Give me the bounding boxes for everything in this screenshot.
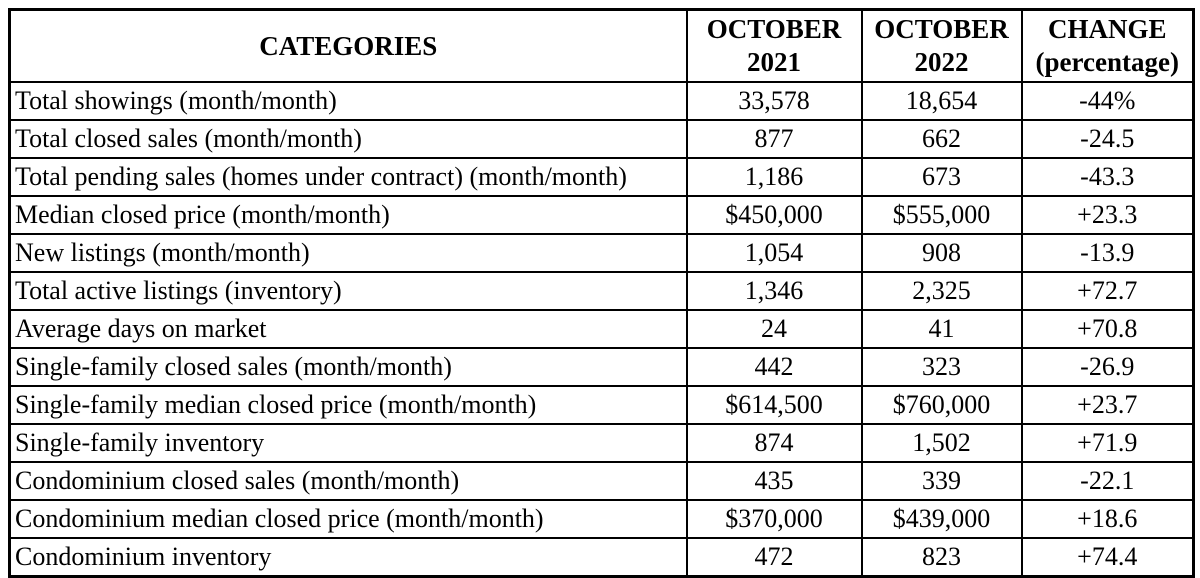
cell-oct2022: 662	[860, 119, 1023, 159]
cell-change: +72.7	[1020, 271, 1195, 311]
cell-oct2021: 874	[685, 423, 863, 463]
cell-change: +23.3	[1020, 195, 1195, 235]
cell-oct2022: 2,325	[860, 271, 1023, 311]
table-row: Condominium closed sales (month/month) 4…	[8, 461, 1195, 501]
cell-change: -24.5	[1020, 119, 1195, 159]
cell-change: -26.9	[1020, 347, 1195, 387]
cell-change: +74.4	[1020, 537, 1195, 578]
cell-oct2021: 472	[685, 537, 863, 578]
cell-category: Condominium closed sales (month/month)	[8, 461, 688, 501]
header-row: CATEGORIES OCTOBER 2021 OCTOBER 2022 CHA…	[8, 8, 1195, 83]
cell-change: +18.6	[1020, 499, 1195, 539]
cell-category: Single-family closed sales (month/month)	[8, 347, 688, 387]
cell-oct2022: 673	[860, 157, 1023, 197]
cell-category: Total pending sales (homes under contrac…	[8, 157, 688, 197]
header-categories: CATEGORIES	[8, 8, 688, 83]
cell-change: -44%	[1020, 81, 1195, 121]
cell-oct2021: $370,000	[685, 499, 863, 539]
cell-oct2021: 24	[685, 309, 863, 349]
table-row: Total showings (month/month) 33,578 18,6…	[8, 81, 1195, 121]
cell-oct2022: 339	[860, 461, 1023, 501]
cell-category: New listings (month/month)	[8, 233, 688, 273]
cell-change: +70.8	[1020, 309, 1195, 349]
cell-change: +23.7	[1020, 385, 1195, 425]
cell-oct2022: 41	[860, 309, 1023, 349]
table-row: Total closed sales (month/month) 877 662…	[8, 119, 1195, 159]
cell-oct2022: $555,000	[860, 195, 1023, 235]
cell-oct2021: 1,186	[685, 157, 863, 197]
table-row: Condominium inventory 472 823 +74.4	[8, 537, 1195, 578]
header-change: CHANGE (percentage)	[1020, 8, 1195, 83]
header-october-2021: OCTOBER 2021	[685, 8, 863, 83]
cell-oct2022: $439,000	[860, 499, 1023, 539]
cell-category: Total showings (month/month)	[8, 81, 688, 121]
page-background: CATEGORIES OCTOBER 2021 OCTOBER 2022 CHA…	[8, 8, 1195, 578]
cell-oct2021: 33,578	[685, 81, 863, 121]
cell-oct2022: 18,654	[860, 81, 1023, 121]
cell-oct2021: $614,500	[685, 385, 863, 425]
cell-oct2021: $450,000	[685, 195, 863, 235]
cell-change: +71.9	[1020, 423, 1195, 463]
table-row: Single-family closed sales (month/month)…	[8, 347, 1195, 387]
cell-category: Single-family median closed price (month…	[8, 385, 688, 425]
cell-oct2022: 908	[860, 233, 1023, 273]
cell-change: -22.1	[1020, 461, 1195, 501]
cell-category: Total active listings (inventory)	[8, 271, 688, 311]
header-october-2022: OCTOBER 2022	[860, 8, 1023, 83]
table-row: Single-family median closed price (month…	[8, 385, 1195, 425]
cell-change: -43.3	[1020, 157, 1195, 197]
cell-category: Average days on market	[8, 309, 688, 349]
cell-oct2021: 877	[685, 119, 863, 159]
cell-oct2022: 323	[860, 347, 1023, 387]
cell-oct2021: 1,054	[685, 233, 863, 273]
header-categories-label: CATEGORIES	[259, 30, 438, 61]
table-row: Total active listings (inventory) 1,346 …	[8, 271, 1195, 311]
cell-change: -13.9	[1020, 233, 1195, 273]
cell-oct2021: 435	[685, 461, 863, 501]
cell-category: Total closed sales (month/month)	[8, 119, 688, 159]
table-row: Median closed price (month/month) $450,0…	[8, 195, 1195, 235]
cell-oct2021: 1,346	[685, 271, 863, 311]
table-row: Condominium median closed price (month/m…	[8, 499, 1195, 539]
cell-oct2021: 442	[685, 347, 863, 387]
cell-category: Median closed price (month/month)	[8, 195, 688, 235]
cell-oct2022: 1,502	[860, 423, 1023, 463]
cell-oct2022: $760,000	[860, 385, 1023, 425]
real-estate-stats-table: CATEGORIES OCTOBER 2021 OCTOBER 2022 CHA…	[8, 8, 1195, 578]
cell-category: Condominium inventory	[8, 537, 688, 578]
table-row: Single-family inventory 874 1,502 +71.9	[8, 423, 1195, 463]
table-row: New listings (month/month) 1,054 908 -13…	[8, 233, 1195, 273]
cell-category: Condominium median closed price (month/m…	[8, 499, 688, 539]
cell-oct2022: 823	[860, 537, 1023, 578]
table-row: Average days on market 24 41 +70.8	[8, 309, 1195, 349]
cell-category: Single-family inventory	[8, 423, 688, 463]
table-row: Total pending sales (homes under contrac…	[8, 157, 1195, 197]
